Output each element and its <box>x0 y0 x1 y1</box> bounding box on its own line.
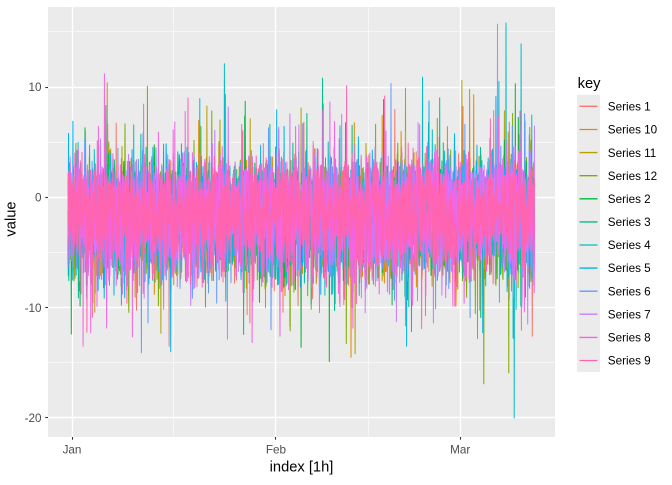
svg-text:value: value <box>4 201 20 236</box>
svg-text:Series 8: Series 8 <box>608 332 651 345</box>
svg-text:Jan: Jan <box>63 443 82 456</box>
svg-text:Series 4: Series 4 <box>608 239 651 252</box>
svg-text:Series 5: Series 5 <box>608 262 651 275</box>
svg-text:Series 7: Series 7 <box>608 308 651 321</box>
svg-text:10: 10 <box>28 81 42 94</box>
svg-text:-20: -20 <box>25 412 42 425</box>
svg-text:Feb: Feb <box>266 443 287 456</box>
svg-text:Mar: Mar <box>450 443 470 456</box>
svg-text:Series 10: Series 10 <box>608 124 658 137</box>
svg-text:Series 3: Series 3 <box>608 216 651 229</box>
svg-text:0: 0 <box>35 192 42 205</box>
svg-text:Series 2: Series 2 <box>608 193 651 206</box>
svg-text:key: key <box>578 76 602 92</box>
svg-text:Series 6: Series 6 <box>608 285 651 298</box>
svg-text:Series 11: Series 11 <box>608 147 657 160</box>
svg-text:Series 12: Series 12 <box>608 170 657 183</box>
svg-text:Series 9: Series 9 <box>608 355 651 368</box>
svg-text:index [1h]: index [1h] <box>270 459 334 475</box>
svg-text:-10: -10 <box>25 302 42 315</box>
svg-text:Series 1: Series 1 <box>608 101 651 114</box>
